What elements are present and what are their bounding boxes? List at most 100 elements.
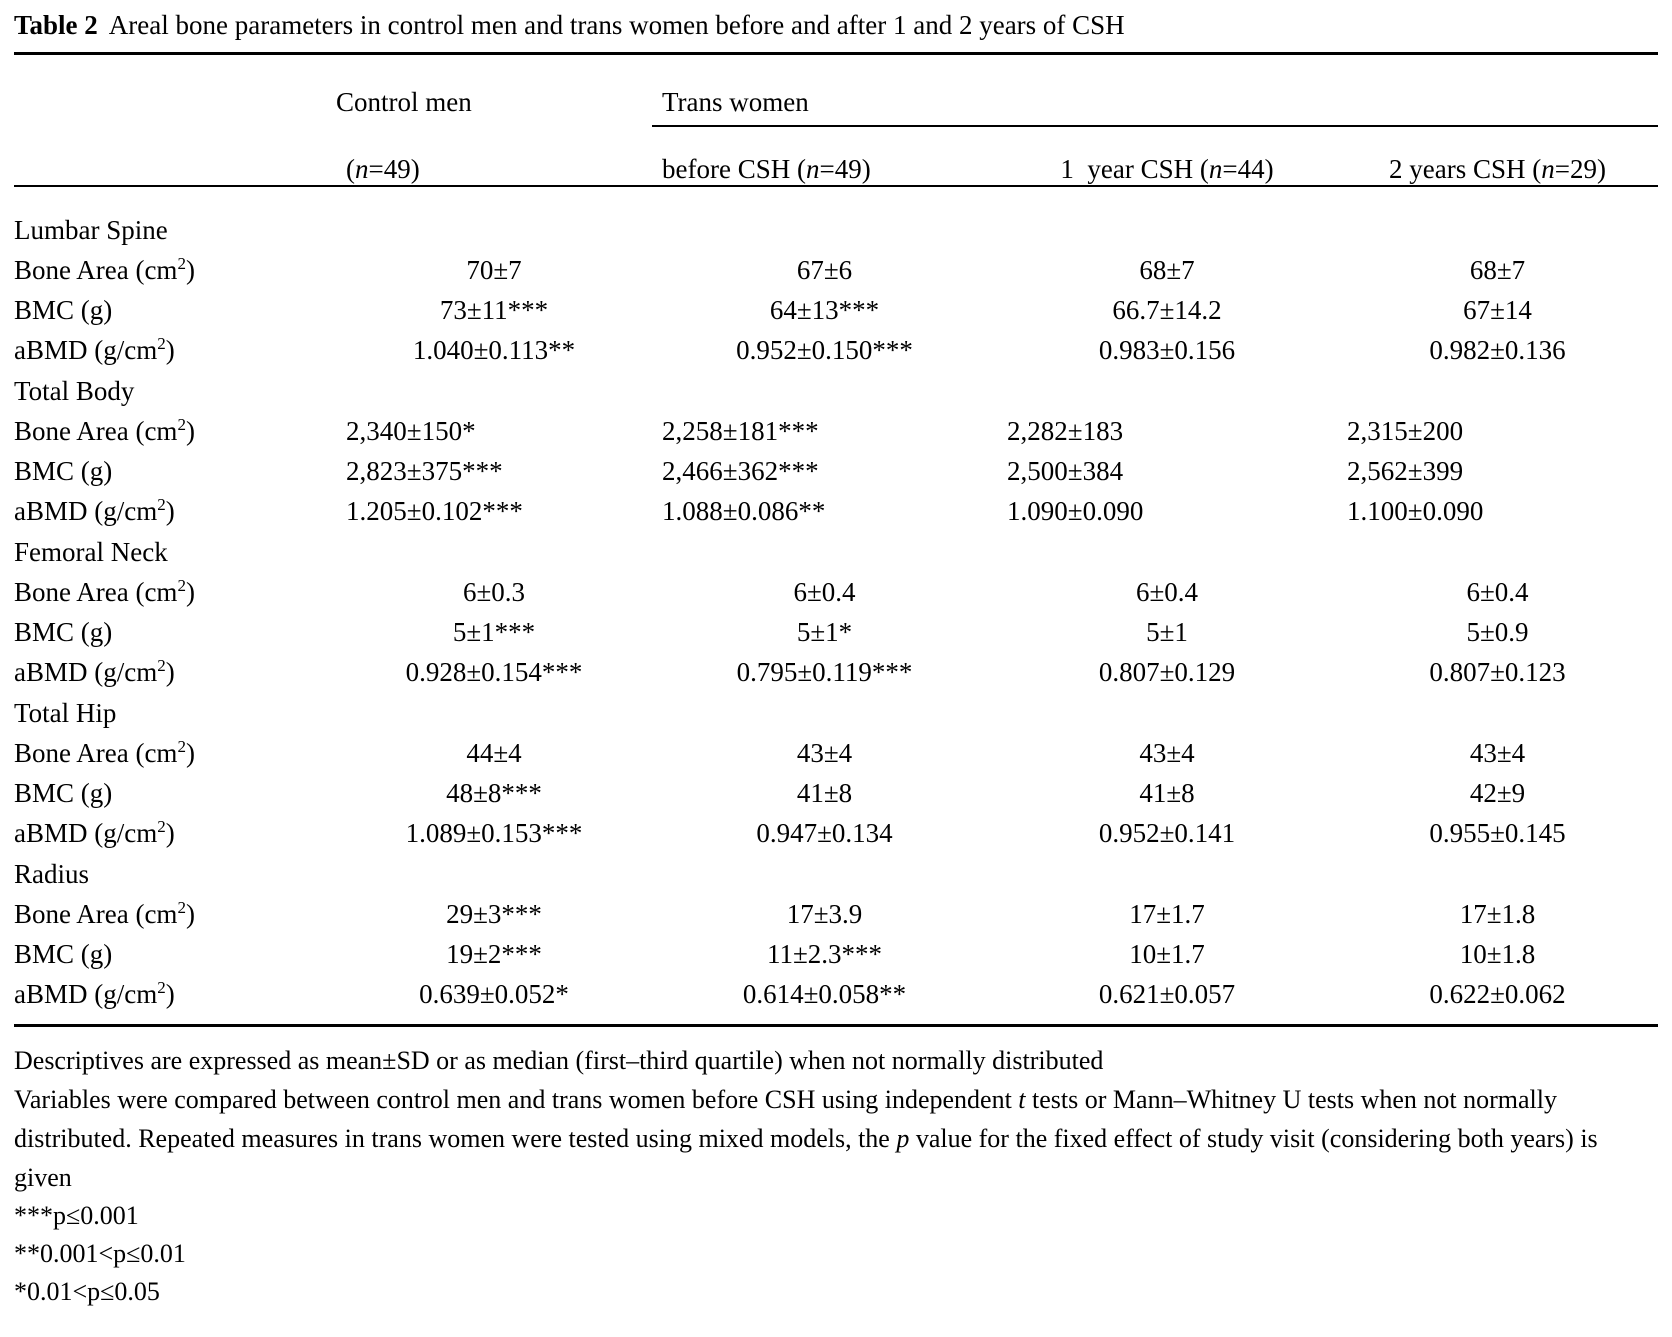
- table-row: Bone Area (cm2) 44±4 43±4 43±4 43±4: [14, 729, 1658, 769]
- table-row: BMC (g) 5±1*** 5±1* 5±1 5±0.9: [14, 608, 1658, 648]
- cell-value: 2,258±181***: [662, 416, 819, 446]
- table-body-wrapper: Lumbar Spine Bone Area (cm2) 70±7 67±6 68±7 6…: [14, 187, 1658, 1024]
- cell-value: 2,466±362***: [662, 456, 819, 486]
- row-label-bone-area: Bone Area (cm2): [14, 576, 195, 607]
- table-number: Table 2: [14, 10, 98, 40]
- footnote-descriptives: Descriptives are expressed as mean±SD or…: [14, 1046, 1104, 1075]
- cell-value: 43±4: [1469, 738, 1526, 768]
- cell-value: 1.205±0.102***: [346, 496, 523, 526]
- cell-value: 68±7: [1139, 255, 1195, 285]
- header-subgroup-row: (n=49) before CSH (n=49) 1 year CSH (n=4…: [14, 127, 1658, 185]
- row-label-bmc: BMC (g): [14, 939, 113, 969]
- cell-value: 19±2***: [446, 939, 542, 969]
- table-footnotes: Descriptives are expressed as mean±SD or…: [14, 1027, 1658, 1311]
- section-heading-row: Lumbar Spine: [14, 205, 1658, 246]
- header-group-trans-women: Trans women: [662, 87, 809, 117]
- cell-value: 0.955±0.145: [1429, 818, 1566, 848]
- row-label-abmd: aBMD (g/cm2): [14, 656, 175, 687]
- trans-women-span-rule: [652, 125, 1659, 127]
- body-top-spacer: [14, 187, 1658, 205]
- cell-value: 67±14: [1463, 295, 1532, 325]
- table-row: aBMD (g/cm2) 0.639±0.052* 0.614±0.058** 0.6…: [14, 970, 1658, 1010]
- spacer-cell: [336, 366, 1658, 407]
- spacer-cell: [14, 187, 1658, 205]
- cell-value: 2,340±150*: [346, 416, 476, 446]
- header-sub-blank: [14, 127, 336, 185]
- row-label-abmd: aBMD (g/cm2): [14, 334, 175, 365]
- cell-value: 0.622±0.062: [1429, 979, 1566, 1009]
- cell-value: 0.952±0.141: [1098, 818, 1236, 848]
- cell-value: 1.089±0.153***: [405, 818, 583, 848]
- cell-value: 2,282±183: [1007, 416, 1124, 446]
- cell-value: 41±8: [1139, 778, 1195, 808]
- row-label-abmd: aBMD (g/cm2): [14, 495, 175, 526]
- cell-value: 5±1: [1146, 617, 1188, 647]
- header-trans-2-years-csh: 2 years CSH (n=29): [1389, 154, 1606, 184]
- spacer-cell: [14, 1010, 1658, 1024]
- header-span-rule-row: [14, 117, 1659, 127]
- footnote-p-001: **0.001<p≤0.01: [14, 1239, 186, 1268]
- row-label-bone-area: Bone Area (cm2): [14, 415, 195, 446]
- section-heading-total-hip: Total Hip: [14, 698, 117, 728]
- cell-value: 29±3***: [446, 899, 542, 929]
- cell-value: 0.947±0.134: [756, 818, 893, 848]
- cell-value: 0.639±0.052*: [419, 979, 569, 1009]
- section-heading-row: Femoral Neck: [14, 527, 1658, 568]
- cell-value: 43±4: [796, 738, 853, 768]
- footnote-italic-p: p: [896, 1124, 910, 1153]
- table-row: BMC (g) 19±2*** 11±2.3*** 10±1.7 10±1.8: [14, 930, 1658, 970]
- row-label-bmc: BMC (g): [14, 295, 113, 325]
- cell-value: 5±1*: [796, 617, 853, 647]
- cell-value: 67±6: [796, 255, 853, 285]
- section-heading-total-body: Total Body: [14, 376, 135, 406]
- cell-value: 2,562±399: [1347, 456, 1464, 486]
- cell-value: 66.7±14.2: [1112, 295, 1222, 325]
- footnote-p-005: *0.01<p≤0.05: [14, 1277, 160, 1306]
- areal-bone-parameters-table: Control men Trans women (n=49) before CS…: [14, 55, 1659, 185]
- trans-women-span-rule-cell: [652, 117, 1659, 127]
- cell-value: 6±0.4: [793, 577, 856, 607]
- cell-value: 11±2.3***: [766, 939, 883, 969]
- row-label-bmc: BMC (g): [14, 617, 113, 647]
- cell-value: 0.928±0.154***: [405, 657, 583, 687]
- cell-value: 6±0.3: [462, 577, 526, 607]
- footnote-methods-part-c: value for the fixed effect of study visi…: [14, 1124, 1598, 1192]
- table-head: Control men Trans women (n=49) before CS…: [14, 55, 1659, 185]
- header-trans-1-year-csh: 1 year CSH (n=44): [1060, 154, 1274, 184]
- footnote-italic-t: t: [1018, 1085, 1026, 1114]
- cell-value: 41±8: [796, 778, 853, 808]
- cell-value: 1.100±0.090: [1347, 496, 1484, 526]
- body-bottom-spacer: [14, 1010, 1658, 1024]
- cell-value: 42±9: [1469, 778, 1526, 808]
- cell-value: 0.807±0.129: [1098, 657, 1236, 687]
- section-heading-radius: Radius: [14, 859, 90, 889]
- header-bottom-rule: [14, 185, 1658, 187]
- table-row: BMC (g) 2,823±375*** 2,466±362*** 2,500±384…: [14, 447, 1658, 487]
- table-row: Bone Area (cm2) 2,340±150* 2,258±181*** 2,2…: [14, 407, 1658, 447]
- row-label-bone-area: Bone Area (cm2): [14, 898, 195, 929]
- table-title: Areal bone parameters in control men and…: [108, 10, 1125, 40]
- cell-value: 1.088±0.086**: [662, 496, 826, 526]
- table-caption: Table 2 Areal bone parameters in control …: [14, 0, 1658, 52]
- cell-value: 0.807±0.123: [1429, 657, 1566, 687]
- row-label-abmd: aBMD (g/cm2): [14, 817, 175, 848]
- cell-value: 73±11***: [439, 295, 549, 325]
- table-row: aBMD (g/cm2) 1.205±0.102*** 1.088±0.086** 1…: [14, 487, 1658, 527]
- table-row: aBMD (g/cm2) 1.040±0.113** 0.952±0.150*** 0…: [14, 326, 1658, 366]
- cell-value: 2,315±200: [1347, 416, 1464, 446]
- section-heading-row: Total Body: [14, 366, 1658, 407]
- row-label-bmc: BMC (g): [14, 778, 113, 808]
- spacer-cell: [336, 527, 1658, 568]
- spacer-cell: [336, 688, 1658, 729]
- cell-value: 2,823±375***: [346, 456, 503, 486]
- cell-value: 5±1***: [452, 617, 536, 647]
- header-group-row: Control men Trans women: [14, 55, 1658, 117]
- cell-value: 70±7: [466, 255, 522, 285]
- header-control-n: (n=49): [346, 154, 420, 184]
- cell-value: 17±1.8: [1459, 899, 1536, 929]
- footnote-methods: Variables were compared between control …: [14, 1080, 1658, 1197]
- table-row: aBMD (g/cm2) 1.089±0.153*** 0.947±0.134 0.9…: [14, 809, 1658, 849]
- header-trans-before-csh: before CSH (n=49): [662, 154, 871, 184]
- cell-value: 1.090±0.090: [1007, 496, 1144, 526]
